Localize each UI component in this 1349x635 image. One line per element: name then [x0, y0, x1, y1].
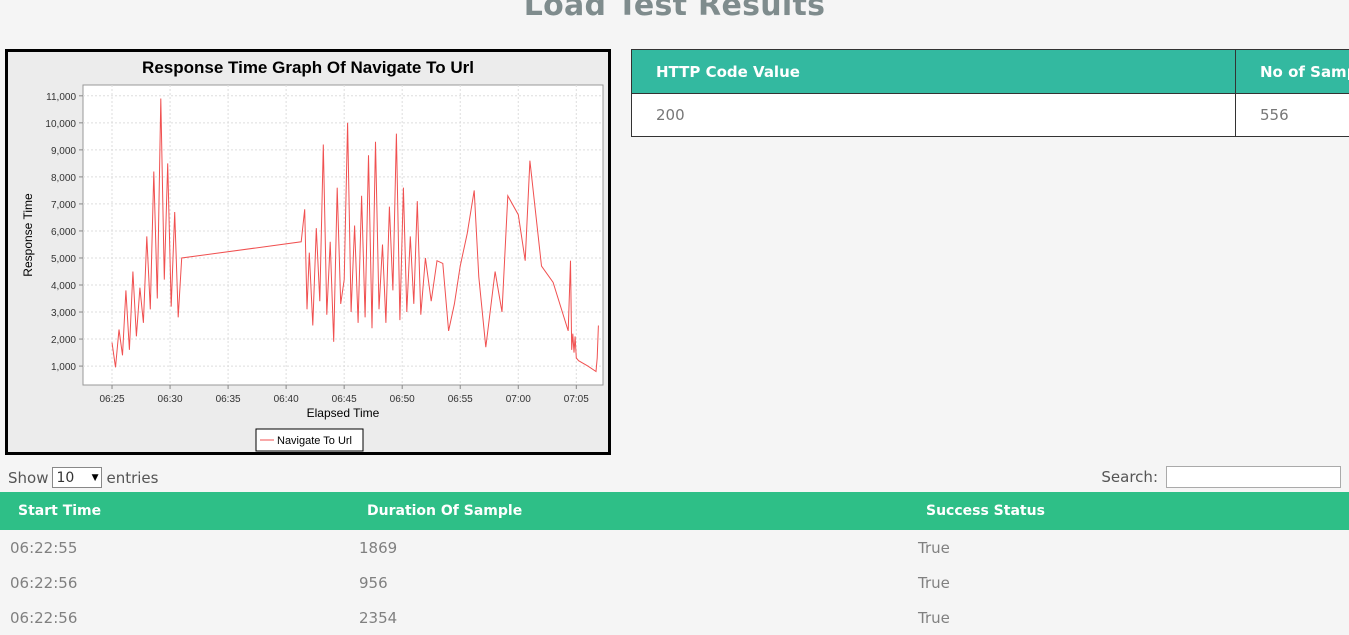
header-start-time[interactable]: Start Time	[0, 492, 359, 530]
http-code-cell: 200	[632, 94, 1236, 137]
y-tick-label: 6,000	[51, 227, 76, 238]
start-time-cell: 06:22:55	[0, 530, 359, 565]
header-http-code-value[interactable]: HTTP Code Value	[632, 50, 1236, 94]
chart-title: Response Time Graph Of Navigate To Url	[142, 58, 474, 77]
start-time-cell: 06:22:56	[0, 600, 359, 635]
table-row: 06:22:56 2354 True	[0, 600, 1349, 635]
table-row: 06:22:55 1869 True	[0, 530, 1349, 565]
x-tick-label: 06:30	[158, 394, 183, 405]
y-tick-label: 3,000	[51, 308, 76, 319]
show-entries-control: Show 10 ▼ entries	[8, 467, 158, 488]
x-axis-label: Elapsed Time	[307, 406, 380, 420]
header-success-status[interactable]: Success Status	[918, 492, 1349, 530]
show-label: Show	[8, 469, 48, 487]
y-tick-label: 1,000	[51, 362, 76, 373]
y-tick-label: 7,000	[51, 200, 76, 211]
x-tick-label: 07:05	[564, 394, 589, 405]
success-status-cell: True	[918, 530, 1349, 565]
start-time-cell: 06:22:56	[0, 565, 359, 600]
entries-label: entries	[106, 469, 158, 487]
x-tick-label: 06:55	[448, 394, 473, 405]
entries-select[interactable]: 10 ▼	[52, 467, 102, 488]
y-tick-label: 8,000	[51, 173, 76, 184]
duration-cell: 2354	[359, 600, 918, 635]
y-tick-label: 4,000	[51, 281, 76, 292]
legend-label: Navigate To Url	[277, 435, 352, 447]
samples-table: Start Time Duration Of Sample Success St…	[0, 492, 1349, 635]
duration-cell: 1869	[359, 530, 918, 565]
http-table-header-row: HTTP Code Value No of Samples	[632, 50, 1349, 94]
y-tick-label: 2,000	[51, 335, 76, 346]
duration-cell: 956	[359, 565, 918, 600]
http-code-table: HTTP Code Value No of Samples 200 556	[631, 49, 1349, 137]
y-tick-label: 9,000	[51, 146, 76, 157]
x-tick-label: 06:35	[216, 394, 241, 405]
dropdown-arrow-icon: ▼	[92, 473, 99, 483]
response-time-chart: Response Time Graph Of Navigate To Url 06…	[5, 49, 611, 455]
samples-count-cell: 556	[1236, 94, 1349, 137]
x-tick-label: 06:40	[274, 394, 299, 405]
chart-svg: Response Time Graph Of Navigate To Url 06…	[8, 52, 608, 452]
x-tick-label: 06:45	[332, 394, 357, 405]
x-tick-label: 07:00	[506, 394, 531, 405]
page-title: Load Test Results	[0, 0, 1349, 23]
y-tick-label: 11,000	[46, 92, 76, 103]
x-tick-label: 06:50	[390, 394, 415, 405]
success-status-cell: True	[918, 600, 1349, 635]
header-no-of-samples[interactable]: No of Samples	[1236, 50, 1349, 94]
entries-select-value: 10	[56, 470, 74, 486]
search-control: Search:	[1101, 466, 1341, 488]
samples-table-header-row: Start Time Duration Of Sample Success St…	[0, 492, 1349, 530]
success-status-cell: True	[918, 565, 1349, 600]
table-row: 200 556	[632, 94, 1349, 137]
y-axis-label: Response Time	[21, 193, 35, 277]
search-input[interactable]	[1166, 466, 1341, 488]
x-tick-label: 06:25	[100, 394, 125, 405]
table-row: 06:22:56 956 True	[0, 565, 1349, 600]
y-tick-label: 10,000	[45, 119, 76, 130]
search-label: Search:	[1101, 468, 1158, 486]
header-duration-of-sample[interactable]: Duration Of Sample	[359, 492, 918, 530]
y-tick-label: 5,000	[51, 254, 76, 265]
